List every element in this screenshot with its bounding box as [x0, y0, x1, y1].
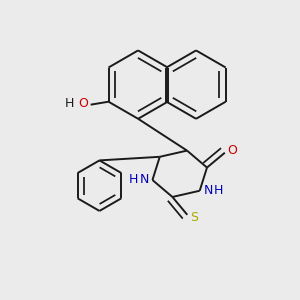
Text: N: N	[203, 184, 213, 197]
Text: S: S	[190, 211, 198, 224]
Text: O: O	[79, 97, 88, 110]
Text: H: H	[214, 184, 223, 197]
Text: H: H	[65, 97, 74, 110]
Text: N: N	[140, 173, 149, 187]
Text: O: O	[227, 144, 237, 157]
Text: H: H	[129, 173, 138, 187]
